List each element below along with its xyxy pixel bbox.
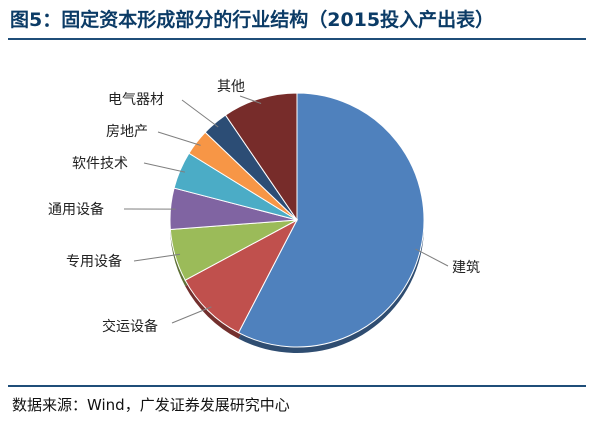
slice-other — [224, 92, 298, 222]
slice-transport-equipment — [184, 218, 299, 334]
slice-label-electrical-equipment: 电气器材 — [108, 92, 164, 108]
pie-slices — [169, 92, 425, 348]
slice-label-other: 其他 — [217, 79, 245, 95]
leader-line-building — [415, 248, 449, 267]
leader-lines — [123, 95, 449, 324]
leader-line-special-equipment — [133, 253, 181, 262]
title-divider — [8, 38, 586, 40]
leader-line-real-estate — [157, 131, 201, 146]
source-divider — [8, 385, 586, 387]
slice-label-special-equipment: 专用设备 — [66, 253, 122, 270]
slice-label-software-tech: 软件技术 — [72, 156, 128, 172]
leader-line-other — [239, 95, 262, 104]
source-note: 数据来源：Wind，广发证券发展研究中心 — [12, 396, 290, 414]
slice-label-building: 建筑 — [452, 260, 480, 276]
chart-title: 图5：固定资本形成部分的行业结构（2015投入产出表） — [10, 9, 495, 31]
slice-label-transport-equipment: 交运设备 — [102, 318, 158, 335]
slice-building — [237, 92, 425, 348]
leader-line-transport-equipment — [171, 306, 212, 324]
slice-label-real-estate: 房地产 — [106, 124, 148, 140]
slice-label-general-equipment: 通用设备 — [48, 201, 104, 218]
leader-line-software-tech — [143, 162, 186, 173]
leader-line-electrical-equipment — [181, 99, 219, 128]
